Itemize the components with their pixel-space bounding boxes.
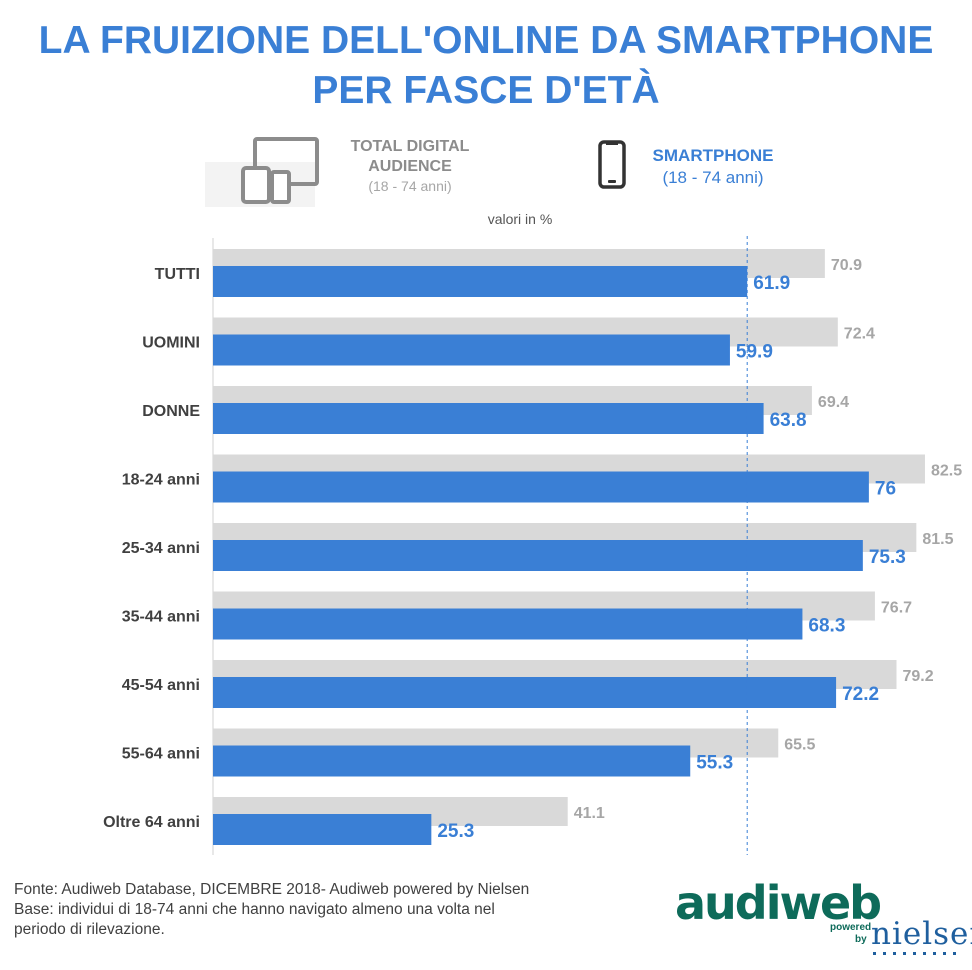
bar-smartphone [213, 814, 432, 845]
data-label-total-digital: 81.5 [922, 531, 953, 548]
legend-total-line1: TOTAL DIGITAL [350, 138, 470, 155]
chart-title-line2: PER FASCE D'ETÀ [312, 69, 660, 112]
category-label: UOMINI [142, 335, 200, 352]
footer-line1: Fonte: Audiweb Database, DICEMBRE 2018- … [14, 881, 530, 898]
audiweb-nielsen-logo: audiweb powered by nielsen [675, 876, 972, 958]
powered-text: powered [830, 922, 872, 933]
devices-icon [205, 137, 319, 207]
bar-smartphone [213, 677, 837, 708]
data-label-total-digital: 41.1 [574, 805, 605, 822]
data-label-smartphone: 72.2 [842, 684, 879, 705]
bar-smartphone [213, 403, 764, 434]
nielsen-dots [873, 952, 959, 955]
category-label: 18-24 anni [122, 472, 200, 489]
data-label-smartphone: 75.3 [869, 547, 906, 568]
category-label: DONNE [142, 403, 200, 420]
legend-smartphone-line2: (18 - 74 anni) [662, 168, 764, 187]
bar-chart: TUTTI 70.9 61.9 UOMINI 72.4 59.9 DONNE 69.4 63.8… [103, 236, 962, 855]
data-label-smartphone: 76 [875, 479, 896, 500]
data-label-smartphone: 55.3 [696, 753, 733, 774]
nielsen-wordmark: nielsen [871, 916, 972, 952]
footer-note: Fonte: Audiweb Database, DICEMBRE 2018- … [14, 880, 529, 940]
bar-smartphone [213, 471, 869, 503]
category-label: Oltre 64 anni [103, 814, 200, 831]
unit-note: valori in % [487, 211, 553, 227]
category-label: 45-54 anni [122, 677, 200, 694]
data-label-total-digital: 70.9 [831, 257, 862, 274]
bar-smartphone [213, 334, 730, 366]
category-label: 55-64 anni [122, 746, 200, 763]
data-label-total-digital: 82.5 [931, 463, 962, 480]
by-text: by [855, 934, 867, 945]
data-label-smartphone: 25.3 [437, 821, 474, 842]
category-label: TUTTI [155, 266, 200, 283]
data-label-smartphone: 63.8 [770, 410, 807, 431]
data-label-smartphone: 61.9 [753, 273, 790, 294]
category-label: 35-44 anni [122, 609, 200, 626]
legend-smartphone-line1: SMARTPHONE [652, 146, 774, 165]
bar-smartphone [213, 745, 691, 777]
bar-smartphone [213, 266, 748, 297]
legend-total-line2: AUDIENCE [368, 158, 452, 175]
audiweb-wordmark: audiweb [675, 876, 882, 930]
bar-smartphone [213, 540, 863, 571]
data-label-total-digital: 65.5 [784, 737, 815, 754]
legend-total-line3: (18 - 74 anni) [368, 178, 452, 194]
data-label-smartphone: 68.3 [808, 616, 845, 637]
data-label-total-digital: 79.2 [902, 668, 933, 685]
data-label-total-digital: 72.4 [844, 326, 875, 343]
data-label-smartphone: 59.9 [736, 342, 773, 363]
legend-smartphone: SMARTPHONE (18 - 74 anni) [598, 140, 798, 190]
category-label: 25-34 anni [122, 540, 200, 557]
data-label-total-digital: 76.7 [881, 600, 912, 617]
footer-line3: periodo di rilevazione. [14, 921, 165, 938]
data-label-total-digital: 69.4 [818, 394, 849, 411]
bar-smartphone [213, 608, 803, 640]
footer-line2: Base: individui di 18-74 anni che hanno … [14, 901, 495, 918]
chart-title-line1: LA FRUIZIONE DELL'ONLINE DA SMARTPHONE [38, 19, 934, 62]
legend-total-digital: TOTAL DIGITAL AUDIENCE (18 - 74 anni) [205, 132, 495, 212]
smartphone-icon [598, 140, 626, 189]
